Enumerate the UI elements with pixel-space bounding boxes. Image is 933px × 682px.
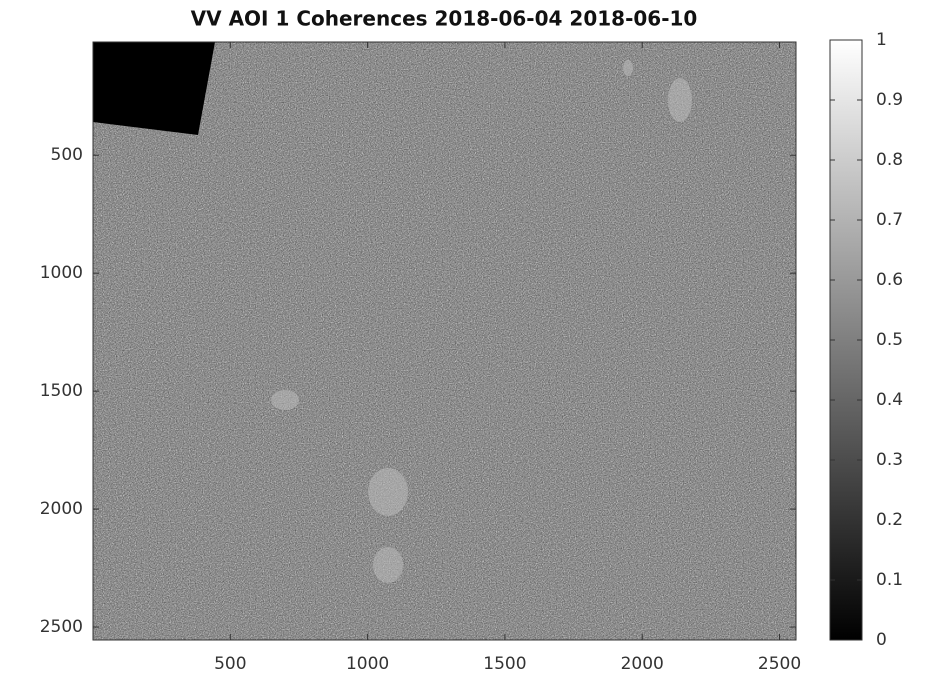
colorbar-tick-label: 0.8 bbox=[876, 150, 903, 170]
colorbar-tick-label: 0.3 bbox=[876, 450, 903, 470]
x-tick-label: 2000 bbox=[621, 654, 664, 674]
colorbar-tick-label: 0.7 bbox=[876, 210, 903, 230]
x-tick-label: 1000 bbox=[346, 654, 389, 674]
chart-title: VV AOI 1 Coherences 2018-06-04 2018-06-1… bbox=[191, 7, 698, 31]
colorbar-tick-label: 0.6 bbox=[876, 270, 903, 290]
colorbar-tick-label: 0.4 bbox=[876, 390, 903, 410]
y-tick-label: 2000 bbox=[40, 499, 83, 519]
no-data-region bbox=[93, 42, 215, 135]
y-tick-label: 2500 bbox=[40, 617, 83, 637]
x-tick-label: 2500 bbox=[758, 654, 801, 674]
x-tick-label: 1500 bbox=[483, 654, 526, 674]
y-tick-label: 500 bbox=[51, 145, 83, 165]
chart: VV AOI 1 Coherences 2018-06-04 2018-06-1… bbox=[0, 0, 933, 678]
colorbar-tick-label: 0 bbox=[876, 630, 887, 650]
image bbox=[93, 42, 796, 640]
colorbar-tick-label: 0.1 bbox=[876, 570, 903, 590]
colorbar-tick-label: 0.5 bbox=[876, 330, 903, 350]
y-tick-label: 1000 bbox=[40, 263, 83, 283]
colorbar-tick-label: 0.2 bbox=[876, 510, 903, 530]
x-tick-label: 500 bbox=[214, 654, 246, 674]
colorbar-tick-label: 0.9 bbox=[876, 90, 903, 110]
colorbar-tick-label: 1 bbox=[876, 30, 887, 50]
y-tick-label: 1500 bbox=[40, 381, 83, 401]
